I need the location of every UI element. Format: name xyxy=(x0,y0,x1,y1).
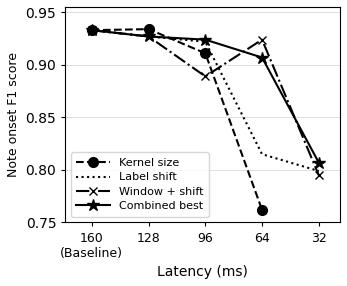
Window + shift xyxy=(260,38,264,41)
Label shift xyxy=(90,29,94,32)
Kernel size xyxy=(260,208,264,212)
Combined best xyxy=(260,56,264,59)
Window + shift xyxy=(146,35,151,38)
Window + shift xyxy=(317,174,321,177)
Label shift xyxy=(317,169,321,173)
X-axis label: Latency (ms): Latency (ms) xyxy=(157,265,248,279)
Combined best xyxy=(203,38,208,41)
Legend: Kernel size, Label shift, Window + shift, Combined best: Kernel size, Label shift, Window + shift… xyxy=(71,152,209,217)
Combined best xyxy=(146,35,151,38)
Combined best xyxy=(90,29,94,32)
Line: Kernel size: Kernel size xyxy=(87,24,267,215)
Line: Combined best: Combined best xyxy=(86,24,325,169)
Kernel size xyxy=(146,27,151,31)
Label shift xyxy=(146,35,151,38)
Line: Label shift: Label shift xyxy=(92,30,319,171)
Window + shift xyxy=(203,75,208,78)
Line: Window + shift: Window + shift xyxy=(88,26,323,179)
Label shift xyxy=(260,152,264,156)
Y-axis label: Note onset F1 score: Note onset F1 score xyxy=(7,52,20,177)
Window + shift xyxy=(90,29,94,32)
Label shift xyxy=(203,40,208,43)
Kernel size xyxy=(203,51,208,55)
Combined best xyxy=(317,161,321,164)
Kernel size xyxy=(90,29,94,32)
